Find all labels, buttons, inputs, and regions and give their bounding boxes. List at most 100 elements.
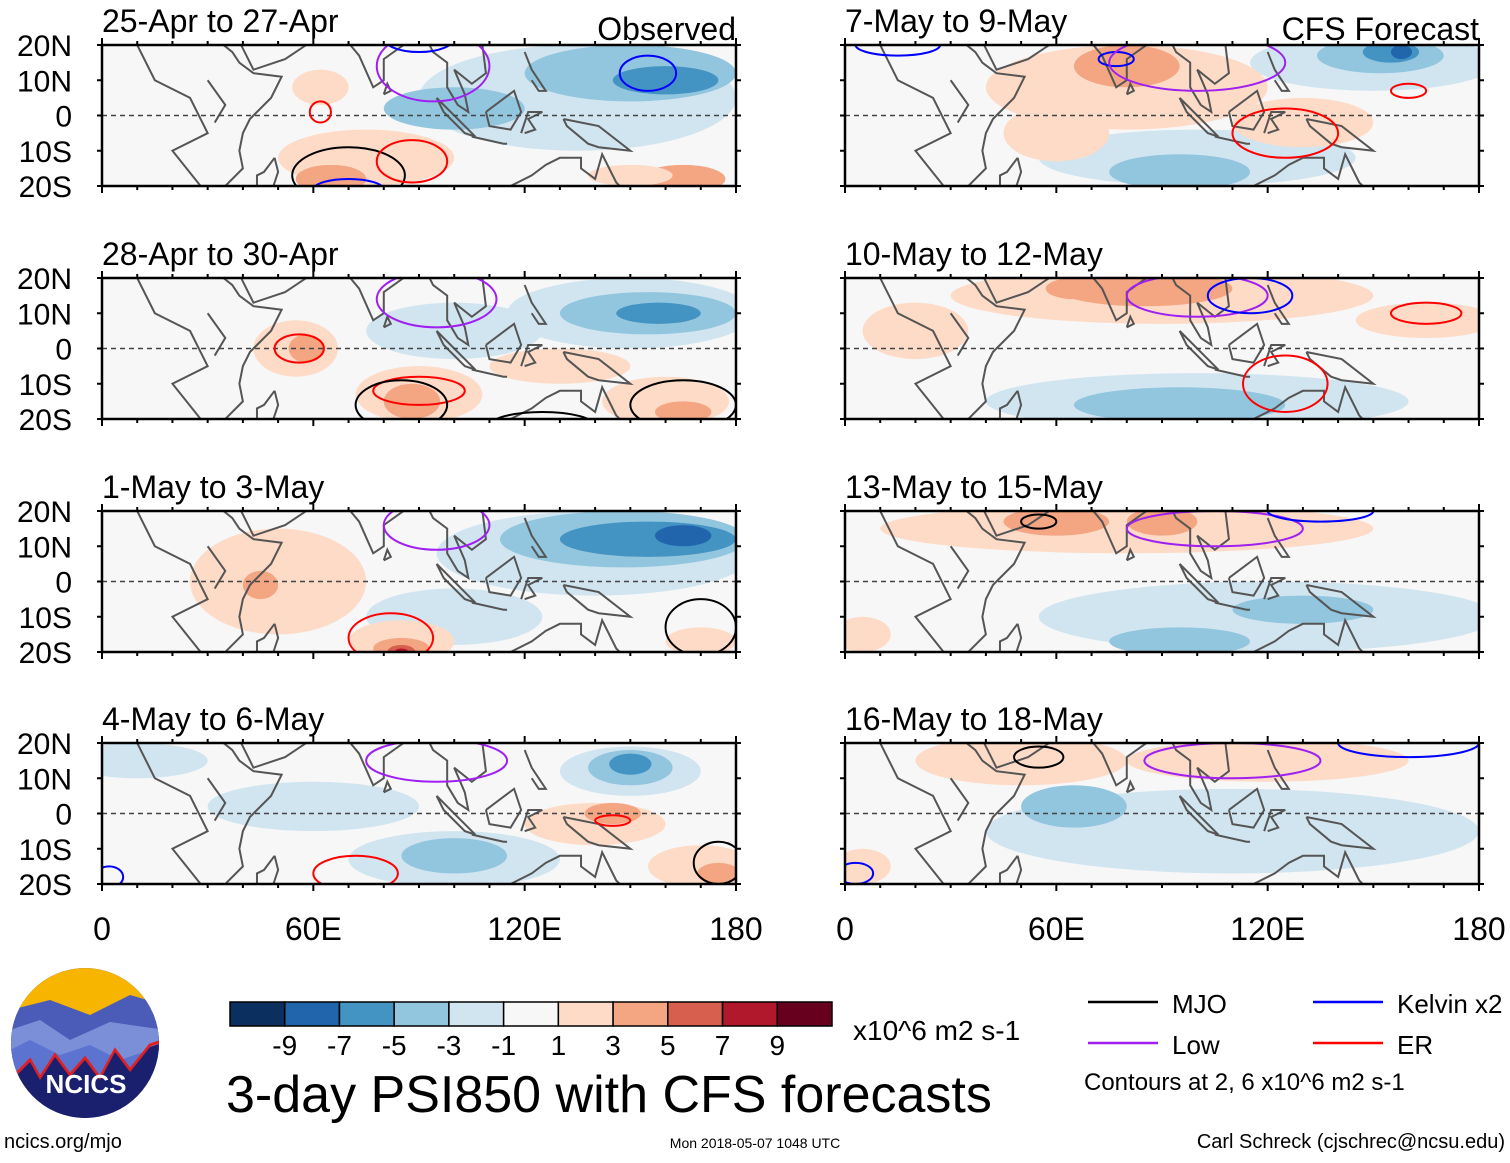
psi-anomaly-region xyxy=(647,845,736,884)
wave-contour xyxy=(382,511,491,551)
lon-label: 180 xyxy=(1452,911,1505,947)
coastline xyxy=(221,278,284,419)
legend-label: Low xyxy=(1172,1030,1220,1060)
psi-anomaly-region xyxy=(242,570,279,600)
colorbar-swatch xyxy=(557,1001,614,1027)
coastline xyxy=(949,545,970,590)
psi-anomaly-region xyxy=(612,66,719,95)
coastline xyxy=(484,89,523,131)
lat-label: 20N xyxy=(17,728,72,761)
coastline xyxy=(508,384,622,419)
lat-label: 20N xyxy=(17,263,72,296)
colorbar-label: 5 xyxy=(660,1030,676,1061)
psi-anomaly-region xyxy=(102,743,208,779)
coastline xyxy=(136,278,210,419)
coastline xyxy=(1092,511,1230,581)
wave-contour xyxy=(1125,511,1304,548)
coastline xyxy=(221,45,284,186)
psi-anomaly-region xyxy=(697,862,736,884)
wave-contour xyxy=(347,612,435,652)
panel-title: 25-Apr to 27-Apr xyxy=(102,3,339,39)
coastline xyxy=(508,849,622,884)
coastline xyxy=(1266,284,1291,325)
coastline xyxy=(1214,368,1251,378)
coastline xyxy=(1227,322,1266,364)
coastline xyxy=(1125,81,1136,96)
coastline xyxy=(964,511,1027,652)
psi-anomaly-region xyxy=(654,401,712,419)
psi-anomaly-region xyxy=(1390,45,1413,60)
coastline xyxy=(471,601,508,611)
psi-anomaly-region xyxy=(588,164,673,186)
wave-contour xyxy=(273,333,325,364)
lat-label: 0 xyxy=(55,334,72,367)
coastline xyxy=(255,390,280,419)
coastline xyxy=(1092,45,1230,115)
panel-title: 16-May to 18-May xyxy=(845,701,1103,737)
coastline xyxy=(136,511,210,652)
colorbar-swatch xyxy=(448,1001,505,1027)
wave-contour xyxy=(291,146,406,186)
lat-label: 10S xyxy=(19,834,72,867)
lat-label: 20S xyxy=(19,869,72,902)
colorbar-label: 9 xyxy=(769,1030,785,1061)
colorbar-swatch xyxy=(721,1001,779,1027)
psi-anomaly-region xyxy=(295,164,367,186)
footer-url[interactable]: ncics.org/mjo xyxy=(4,1131,122,1153)
psi-anomaly-region xyxy=(292,69,349,105)
wave-contour xyxy=(1231,107,1340,159)
panel-tag: CFS Forecast xyxy=(1282,11,1479,47)
map-panel: 13-May to 15-May xyxy=(840,469,1484,659)
coastline xyxy=(435,97,477,138)
psi-anomaly-region xyxy=(1126,743,1409,782)
colorbar-units: x10^6 m2 s-1 xyxy=(853,1015,1020,1046)
map-panel: 16-May to 18-May xyxy=(840,701,1484,891)
psi-anomaly-region xyxy=(616,302,701,324)
lat-label: 0 xyxy=(55,567,72,600)
coastline xyxy=(964,278,1027,419)
coastline xyxy=(1092,743,1230,813)
psi-anomaly-region xyxy=(383,383,441,419)
coastline xyxy=(349,743,487,813)
coastline xyxy=(949,777,970,822)
psi-anomaly-region xyxy=(207,781,419,832)
coastline xyxy=(983,45,1051,71)
coastline xyxy=(1227,555,1266,597)
coastline xyxy=(435,330,477,371)
wave-contour xyxy=(354,379,449,419)
wave-contour xyxy=(1389,82,1428,99)
coastline xyxy=(240,743,308,769)
colorbar-label: 7 xyxy=(715,1030,731,1061)
coastline xyxy=(998,623,1023,652)
lon-label: 60E xyxy=(285,911,342,947)
map-panels: 25-Apr to 27-Apr Observed20N10N010S20S28-… xyxy=(17,3,1484,902)
psi-anomaly-region xyxy=(1232,595,1374,624)
coastline xyxy=(1125,779,1136,794)
wave-contour xyxy=(629,379,736,419)
panel-title: 1-May to 3-May xyxy=(102,469,324,505)
coastline xyxy=(435,563,477,604)
wave-contour xyxy=(102,865,125,884)
wave-contour xyxy=(1242,354,1329,413)
psi-anomaly-region xyxy=(401,838,508,874)
wave-contour xyxy=(1206,278,1294,315)
psi-anomaly-region xyxy=(190,528,367,635)
coastline xyxy=(435,795,477,836)
psi-anomaly-region xyxy=(1021,785,1127,828)
colorbar-swatch xyxy=(667,1001,724,1027)
coastline xyxy=(1251,849,1365,884)
psi-anomaly-region xyxy=(845,616,891,652)
coastline xyxy=(879,743,953,884)
wave-contour xyxy=(618,54,678,92)
psi-anomaly-region xyxy=(383,87,525,130)
coastline xyxy=(1125,314,1136,329)
wave-contour xyxy=(1389,301,1463,325)
coastline xyxy=(255,623,280,652)
wave-contour xyxy=(308,100,332,124)
map-panel: 7-May to 9-May CFS Forecast xyxy=(840,3,1484,193)
coastline xyxy=(206,312,227,357)
psi-anomaly-region xyxy=(609,753,652,775)
